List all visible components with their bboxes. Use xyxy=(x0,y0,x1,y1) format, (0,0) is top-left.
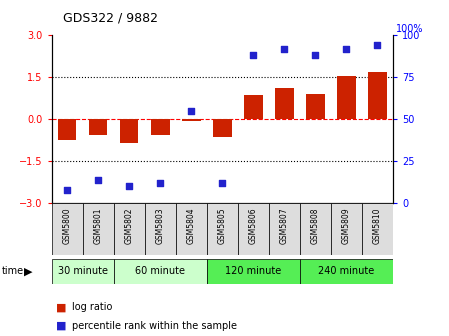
Point xyxy=(281,46,288,51)
Bar xyxy=(269,203,300,255)
Point xyxy=(374,43,381,48)
Text: GSM5810: GSM5810 xyxy=(373,207,382,244)
Text: GDS322 / 9882: GDS322 / 9882 xyxy=(63,12,158,25)
Text: 30 minute: 30 minute xyxy=(57,266,108,276)
Bar xyxy=(120,119,138,143)
Bar xyxy=(83,203,114,255)
Text: time: time xyxy=(2,266,24,276)
Bar xyxy=(145,203,176,255)
Text: ■: ■ xyxy=(56,302,66,312)
Text: GSM5804: GSM5804 xyxy=(187,207,196,244)
Bar xyxy=(114,203,145,255)
Bar xyxy=(89,119,107,135)
Text: ▶: ▶ xyxy=(24,266,32,276)
Bar xyxy=(275,88,294,119)
Text: GSM5805: GSM5805 xyxy=(218,207,227,244)
Bar xyxy=(368,72,387,119)
Point xyxy=(343,46,350,51)
Bar xyxy=(114,259,207,284)
Bar xyxy=(331,203,362,255)
Text: GSM5808: GSM5808 xyxy=(311,207,320,244)
Point xyxy=(95,177,102,182)
Bar xyxy=(58,119,76,140)
Bar xyxy=(52,259,114,284)
Text: percentile rank within the sample: percentile rank within the sample xyxy=(72,321,237,331)
Text: GSM5807: GSM5807 xyxy=(280,207,289,244)
Point xyxy=(188,108,195,114)
Bar xyxy=(362,203,393,255)
Bar xyxy=(207,203,238,255)
Bar xyxy=(182,119,201,121)
Bar xyxy=(337,76,356,119)
Point xyxy=(64,187,71,193)
Text: 100%: 100% xyxy=(396,24,423,34)
Text: GSM5806: GSM5806 xyxy=(249,207,258,244)
Text: GSM5802: GSM5802 xyxy=(125,207,134,244)
Text: log ratio: log ratio xyxy=(72,302,112,312)
Bar xyxy=(151,119,170,135)
Point xyxy=(126,184,133,189)
Bar xyxy=(207,259,300,284)
Bar xyxy=(238,203,269,255)
Point xyxy=(250,53,257,58)
Point xyxy=(219,180,226,186)
Bar xyxy=(306,94,325,119)
Text: 60 minute: 60 minute xyxy=(135,266,185,276)
Bar xyxy=(300,259,393,284)
Text: GSM5801: GSM5801 xyxy=(94,207,103,244)
Text: GSM5809: GSM5809 xyxy=(342,207,351,244)
Point xyxy=(157,180,164,186)
Text: 120 minute: 120 minute xyxy=(225,266,282,276)
Text: 240 minute: 240 minute xyxy=(318,266,374,276)
Bar xyxy=(213,119,232,137)
Bar xyxy=(244,95,263,119)
Text: ■: ■ xyxy=(56,321,66,331)
Bar xyxy=(176,203,207,255)
Point xyxy=(312,53,319,58)
Bar xyxy=(52,203,83,255)
Bar xyxy=(300,203,331,255)
Text: GSM5803: GSM5803 xyxy=(156,207,165,244)
Text: GSM5800: GSM5800 xyxy=(63,207,72,244)
